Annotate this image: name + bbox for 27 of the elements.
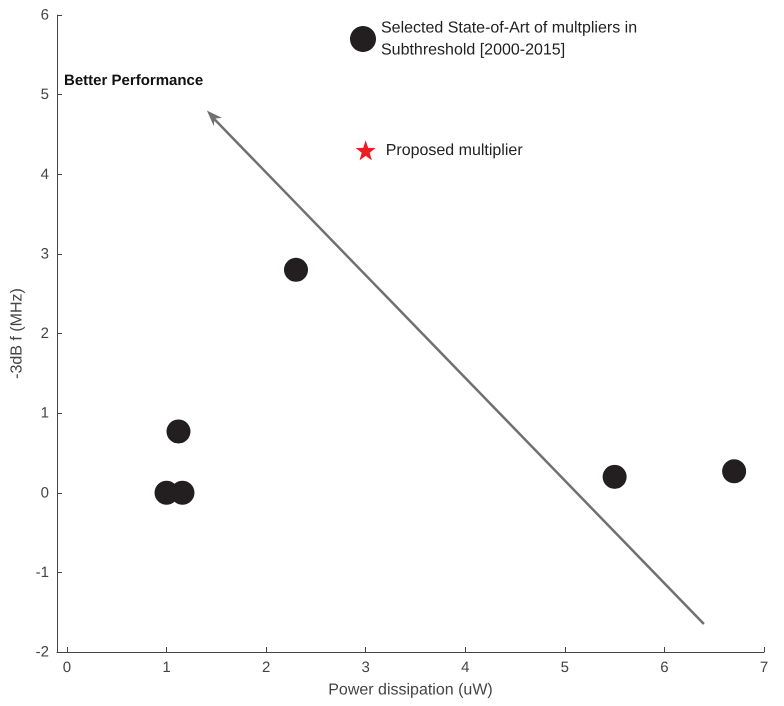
point: [166, 419, 190, 444]
point: [284, 258, 308, 282]
x-tick-label: 1: [162, 659, 171, 676]
x-tick-label: 0: [62, 659, 72, 676]
y-axis-title: -3dB f (MHz): [8, 288, 26, 379]
point: [722, 459, 746, 484]
y-tick-label: 1: [40, 404, 49, 422]
point: [356, 140, 376, 160]
x-tick-label: 4: [461, 659, 470, 676]
point: [602, 464, 627, 489]
x-tick-label: 7: [760, 659, 768, 676]
y-tick-label: 5: [40, 86, 49, 104]
x-tick-label: 6: [660, 659, 669, 676]
y-tick-label: 3: [40, 245, 49, 262]
y-tick-label: -2: [36, 644, 49, 660]
y-tick-label: -1: [36, 564, 49, 581]
x-axis-title: Power dissipation (uW): [328, 682, 493, 698]
legend-label: Selected State-of-Art of multpliers in Subthreshold [2000-2015]: [381, 20, 642, 58]
series-label: Proposed multiplier: [386, 142, 524, 159]
y-tick-label: 0: [40, 484, 49, 502]
x-tick-label: 2: [262, 659, 270, 676]
annotation: Better Performance: [64, 72, 204, 89]
x-tick-label: 5: [560, 659, 570, 676]
y-tick-label: 2: [40, 325, 49, 342]
x-tick-label: 3: [362, 659, 370, 676]
y-tick-label: 6: [40, 6, 49, 24]
y-tick-label: 4: [40, 166, 49, 183]
